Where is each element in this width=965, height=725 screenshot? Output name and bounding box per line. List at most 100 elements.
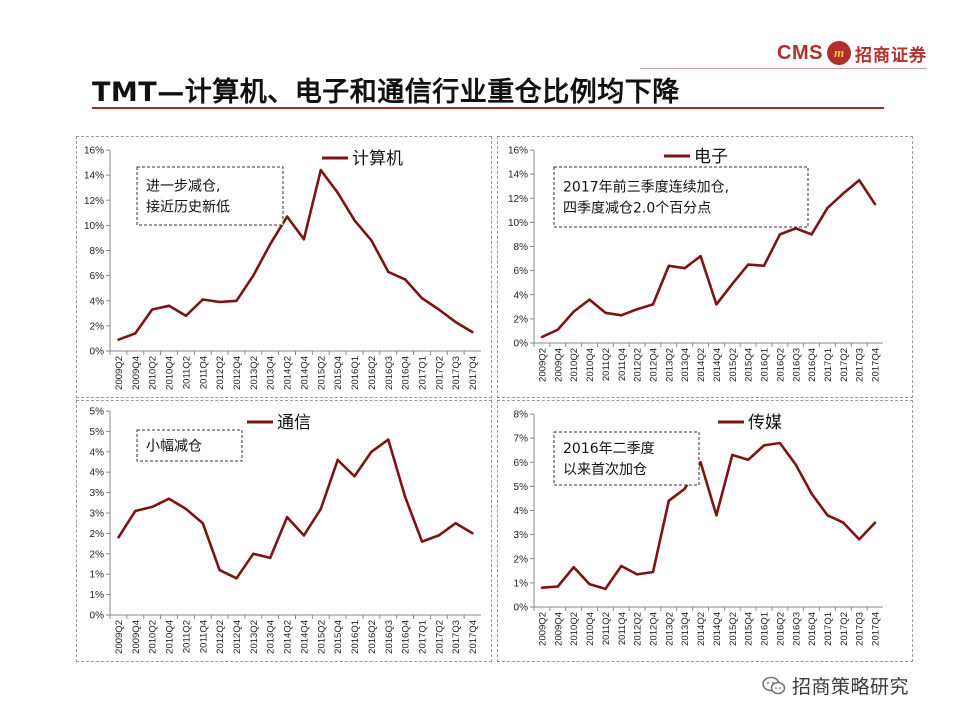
x-tick-label: 2010Q2 [569,612,580,646]
data-point [794,463,797,466]
x-tick-label: 2014Q4 [712,348,723,382]
x-tick-label: 2016Q1 [760,612,771,646]
data-point [252,552,255,555]
data-point [117,536,120,539]
annotation-box [553,431,700,486]
y-tick-label: 1% [514,578,529,589]
y-tick-label: 0% [514,339,529,350]
data-point [620,564,623,568]
x-tick-label: 2010Q4 [165,620,176,654]
chart-media: 0% 1% 2% 3% 4% 5% 6% 7% 8% 2009Q2 2009Q4 2010Q2 2010… [514,410,883,646]
x-tick-label: 2011Q2 [181,356,192,389]
title-underline [92,107,884,109]
x-tick-label: 2016Q2 [775,348,786,382]
y-tick-label: 4% [90,296,105,307]
data-point [302,237,306,241]
data-point [420,297,424,300]
x-tick-label: 2016Q4 [401,620,412,654]
x-tick-label: 2013Q4 [680,348,691,382]
y-tick-label: 4% [514,290,529,301]
x-tick-label: 2010Q2 [148,356,159,390]
data-point [604,311,607,315]
data-point [683,267,686,270]
data-point [235,577,238,580]
y-tick-label: 6% [514,458,529,469]
data-point [620,314,623,317]
data-point [420,540,424,543]
x-tick-label: 2016Q1 [760,348,771,382]
data-point [387,270,390,274]
watermark: 招商策略研究 [762,672,909,699]
annotation-box [553,166,809,228]
y-tick-label: 4% [514,506,529,517]
data-point [218,300,221,304]
chart-panel-telecom: 0% 1% 1% 2% 2% 3% 3% 4% 4% 5% 5% 2009Q2 2009Q4 2010Q2… [76,400,492,662]
x-tick-label: 2014Q2 [283,356,294,390]
data-point [572,310,575,313]
x-tick-label: 2011Q4 [198,620,209,653]
x-tick-label: 2016Q4 [401,356,412,390]
x-tick-label: 2017Q4 [871,348,882,382]
x-tick-label: 2011Q2 [181,620,192,653]
y-tick-label: 2% [90,529,105,540]
data-point [269,556,272,560]
data-point [667,499,671,503]
data-point [471,330,474,334]
x-tick-label: 2017Q3 [451,620,462,654]
x-tick-label: 2013Q2 [664,612,675,646]
data-point [540,586,544,589]
x-tick-label: 2014Q4 [712,612,723,646]
x-tick-label: 2013Q4 [266,356,277,390]
x-tick-label: 2016Q3 [384,356,395,390]
y-tick-label: 3% [90,488,105,499]
x-tick-label: 2017Q1 [417,620,428,654]
x-tick-label: 2009Q4 [131,620,142,654]
x-tick-label: 2009Q2 [114,356,125,390]
data-point [556,585,559,588]
annotation-text: 四季度减仓2.0个百分点 [563,201,711,217]
y-tick-label: 4% [90,447,105,458]
x-tick-label: 2017Q1 [823,348,834,382]
data-point [778,441,782,445]
x-tick-label: 2014Q2 [696,612,707,646]
x-tick-label: 2012Q4 [232,356,243,390]
annotation-text: 小幅减仓 [146,439,202,455]
annotation-text: 2017年前三季度连续加仓, [563,179,729,196]
data-point [269,243,272,246]
x-tick-label: 2012Q2 [633,348,644,382]
data-point [556,328,559,331]
chart-panel-electronics: 0% 2% 4% 6% 8% 10% 12% 14% 16% 2009Q2 2009Q4 2010Q2… [497,136,913,398]
data-point [588,582,591,586]
y-tick-label: 0% [90,611,105,622]
data-point [201,298,204,301]
y-tick-label: 10% [508,218,528,229]
data-point [167,497,171,500]
data-point [471,532,474,535]
data-point [762,444,766,447]
data-point [403,278,407,281]
data-point [353,475,356,478]
x-tick-label: 2017Q1 [417,356,428,390]
chart-computer: 0% 2% 4% 6% 8% 10% 12% 14% 16% 2009Q2 2009Q4 2010Q2… [84,146,481,390]
annotation-box [136,166,284,226]
data-point [731,282,734,286]
logo-company: 招商证券 [855,45,927,66]
y-tick-label: 3% [90,509,105,520]
data-point [699,461,702,464]
data-point [285,215,289,218]
data-point [235,299,238,302]
x-tick-label: 2011Q4 [617,348,628,381]
x-tick-label: 2017Q2 [434,620,445,654]
x-tick-label: 2016Q1 [350,620,361,654]
x-tick-label: 2011Q2 [601,348,612,381]
data-point [134,332,137,335]
series-line [117,168,474,341]
series-line [541,178,877,339]
data-point [762,264,766,267]
x-tick-label: 2012Q2 [215,356,226,390]
y-tick-label: 1% [90,590,105,601]
x-tick-label: 2009Q2 [114,620,125,654]
x-tick-label: 2016Q3 [384,620,395,654]
data-point [150,505,154,509]
